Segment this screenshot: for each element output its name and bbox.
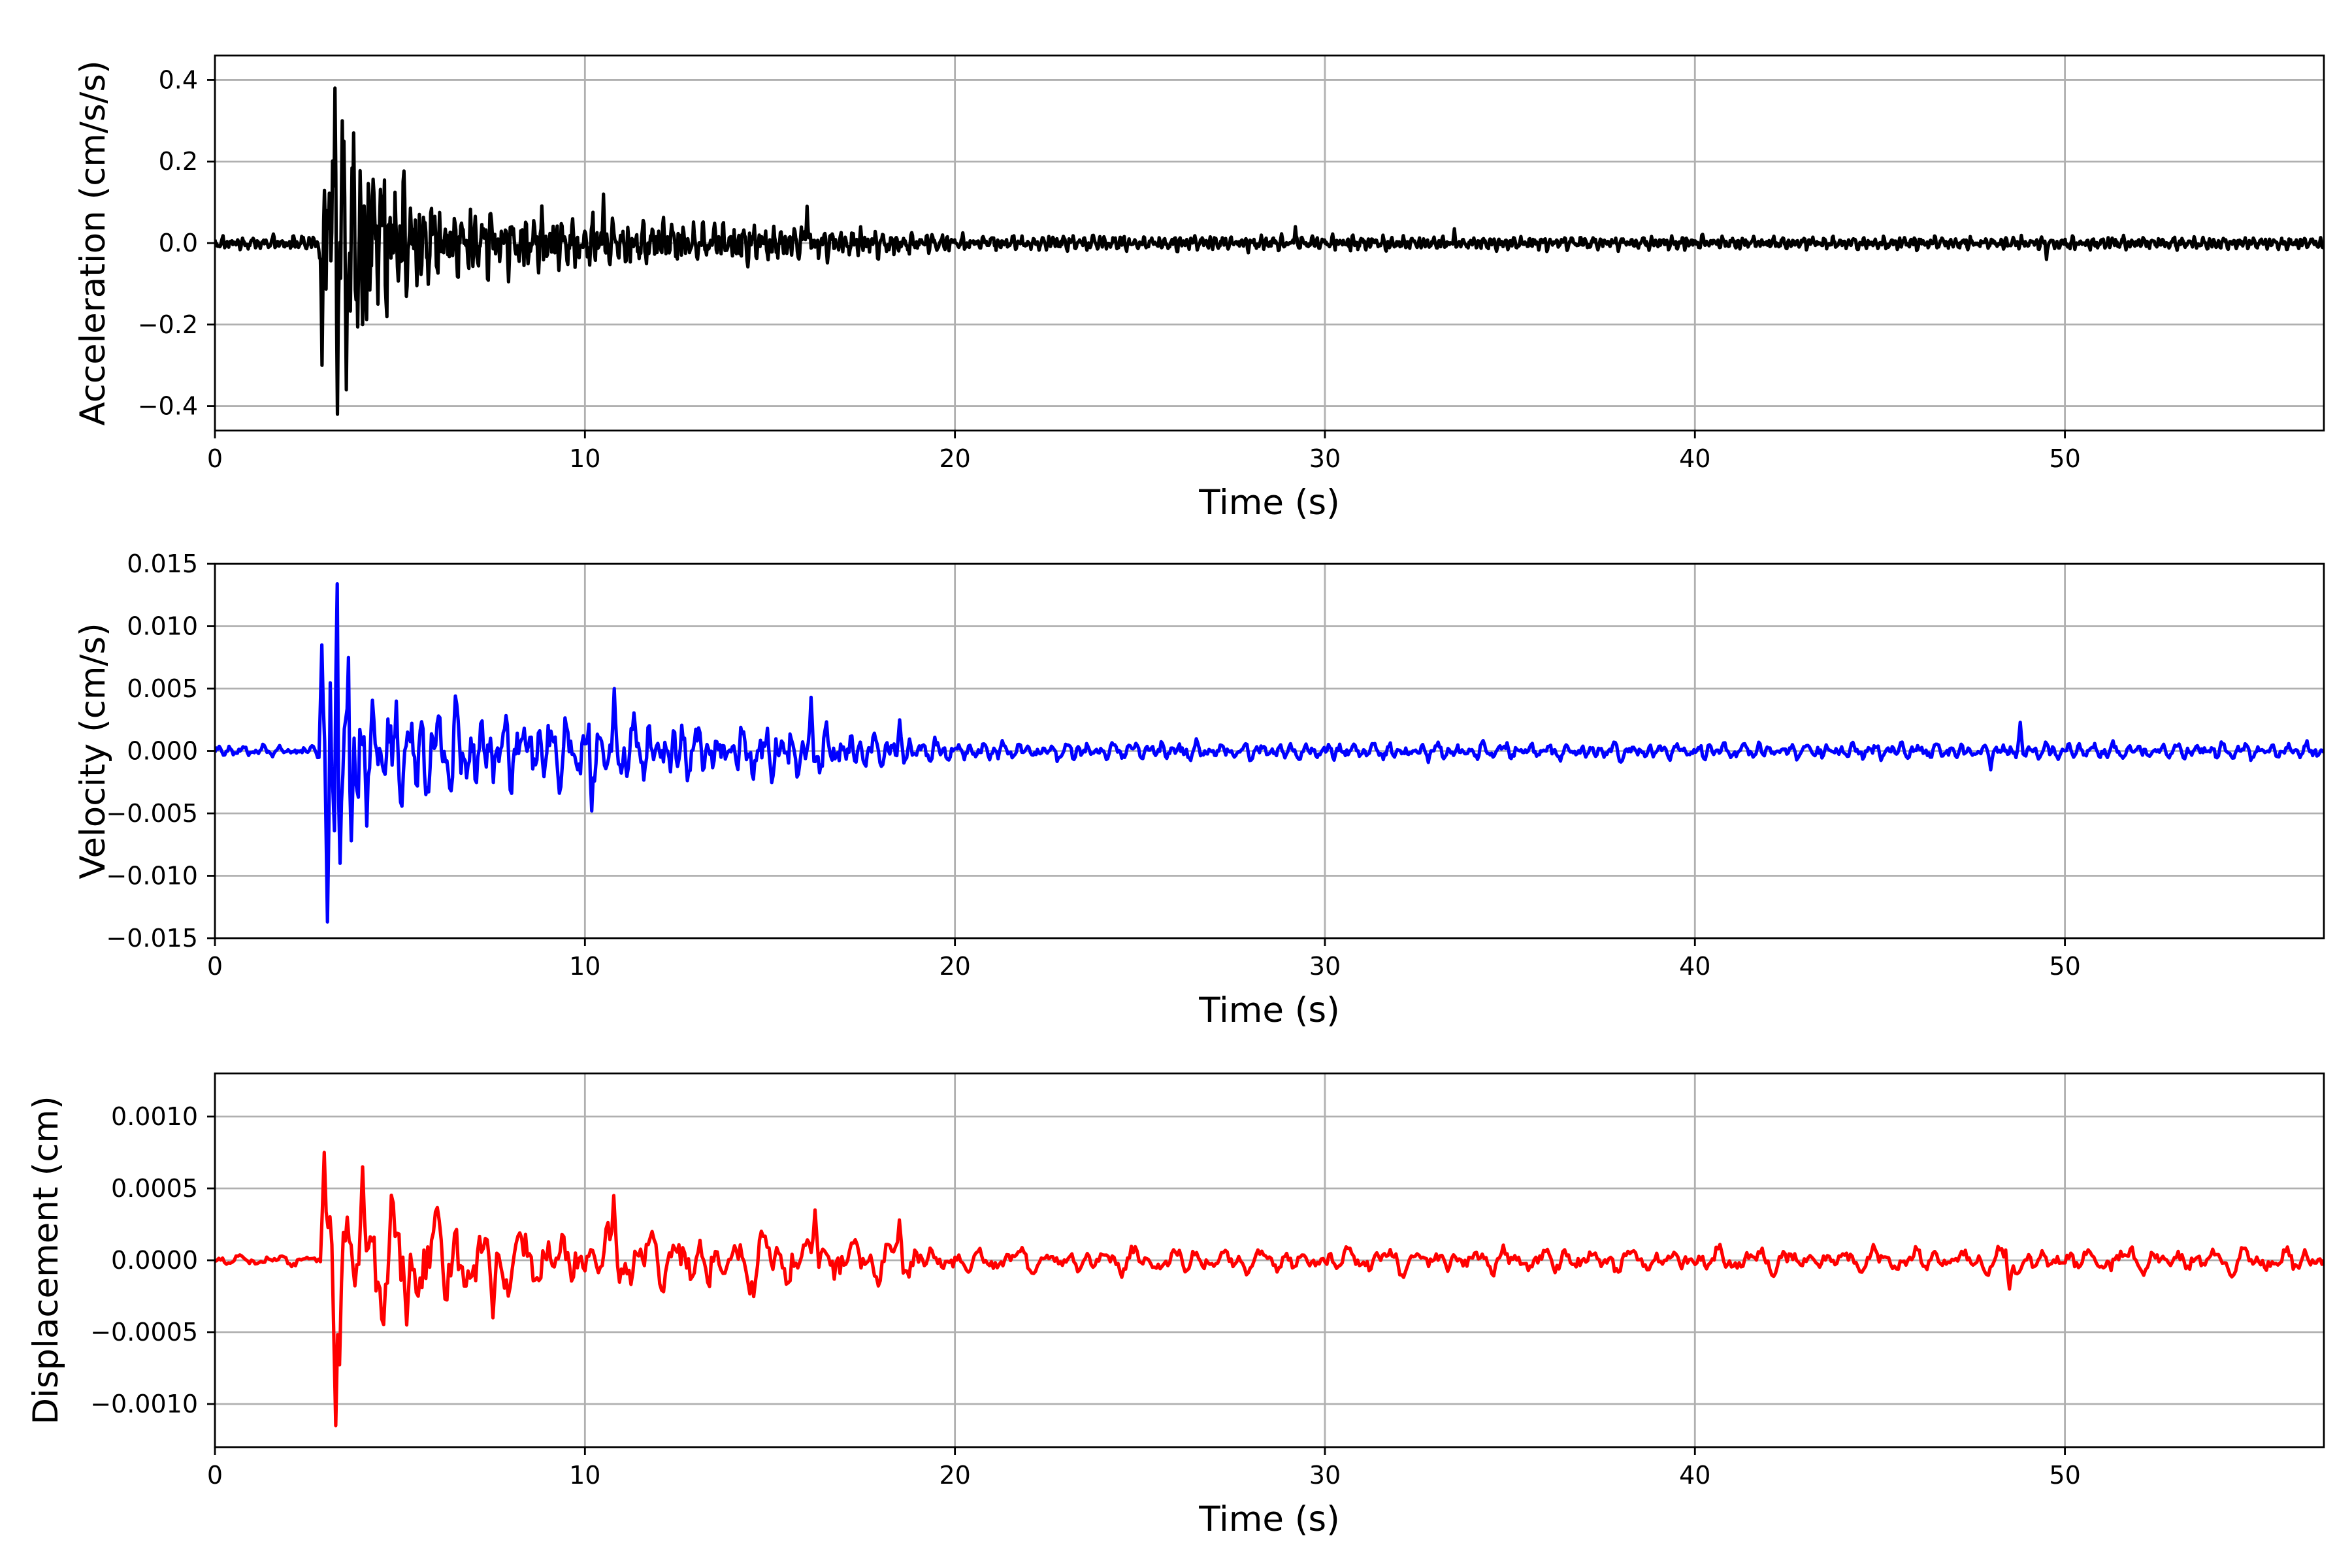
acceleration-ytick-label-1: −0.2 bbox=[138, 310, 198, 339]
displacement-ytick-label-1: −0.0005 bbox=[90, 1318, 198, 1347]
velocity-ytick-label-6: 0.015 bbox=[127, 549, 198, 578]
acceleration-xtick-label-1: 10 bbox=[569, 444, 600, 473]
velocity-xtick-label-0: 0 bbox=[207, 952, 223, 981]
acceleration-ytick-label-4: 0.4 bbox=[159, 65, 198, 94]
acceleration-series-line bbox=[215, 86, 2324, 416]
displacement-series-line bbox=[215, 1151, 2324, 1428]
acceleration-xtick-label-4: 40 bbox=[1679, 444, 1710, 473]
displacement-xtick-label-5: 50 bbox=[2049, 1461, 2080, 1490]
acceleration-ylabel: Acceleration (cm/s/s) bbox=[73, 60, 113, 425]
displacement-xtick-label-0: 0 bbox=[207, 1461, 223, 1490]
displacement-ytick-label-4: 0.0010 bbox=[111, 1102, 198, 1131]
velocity-xtick-label-4: 40 bbox=[1679, 952, 1710, 981]
velocity-xtick-label-3: 30 bbox=[1309, 952, 1341, 981]
displacement-ylabel: Displacement (cm) bbox=[26, 1096, 66, 1424]
displacement-xtick-label-3: 30 bbox=[1309, 1461, 1341, 1490]
acceleration-xtick-label-5: 50 bbox=[2049, 444, 2080, 473]
velocity-ytick-label-2: −0.005 bbox=[106, 799, 198, 828]
velocity-xtick-label-5: 50 bbox=[2049, 952, 2080, 981]
displacement-ytick-label-3: 0.0005 bbox=[111, 1174, 198, 1203]
displacement-xtick-label-1: 10 bbox=[569, 1461, 600, 1490]
displacement-xtick-label-2: 20 bbox=[939, 1461, 970, 1490]
acceleration-ytick-label-0: −0.4 bbox=[138, 392, 198, 421]
velocity-xlabel: Time (s) bbox=[1198, 990, 1340, 1030]
displacement-ytick-label-2: 0.0000 bbox=[111, 1246, 198, 1275]
acceleration-xlabel: Time (s) bbox=[1198, 483, 1340, 523]
velocity-series-line bbox=[215, 582, 2324, 924]
velocity-panel: 0 10 20 30 40 50 −0.015 −0.010 −0.005 0.000 0.005 0… bbox=[73, 549, 2325, 1030]
acceleration-xtick-label-2: 20 bbox=[939, 444, 970, 473]
displacement-xtick-label-4: 40 bbox=[1679, 1461, 1710, 1490]
acceleration-ytick-label-3: 0.2 bbox=[159, 147, 198, 176]
velocity-ytick-label-1: −0.010 bbox=[106, 862, 198, 890]
acceleration-xtick-label-0: 0 bbox=[207, 444, 223, 473]
velocity-ylabel: Velocity (cm/s) bbox=[73, 623, 113, 879]
acceleration-ytick-label-2: 0.0 bbox=[159, 229, 198, 257]
velocity-ytick-label-0: −0.015 bbox=[106, 924, 198, 953]
acceleration-xtick-label-3: 30 bbox=[1309, 444, 1341, 473]
velocity-xtick-label-1: 10 bbox=[569, 952, 600, 981]
displacement-panel: 0 10 20 30 40 50 −0.0010 −0.0005 0.0000 0.0005 0.0… bbox=[26, 1072, 2325, 1539]
acceleration-panel: 0 10 20 30 40 50 −0.4 −0.2 0.0 0.2 0.4 Time (s) Acce… bbox=[73, 54, 2325, 523]
velocity-ytick-label-3: 0.000 bbox=[127, 737, 198, 766]
velocity-ytick-label-4: 0.005 bbox=[127, 674, 198, 703]
velocity-xtick-label-2: 20 bbox=[939, 952, 970, 981]
velocity-ytick-label-5: 0.010 bbox=[127, 612, 198, 641]
displacement-ytick-label-0: −0.0010 bbox=[90, 1390, 198, 1418]
displacement-xlabel: Time (s) bbox=[1198, 1499, 1340, 1539]
